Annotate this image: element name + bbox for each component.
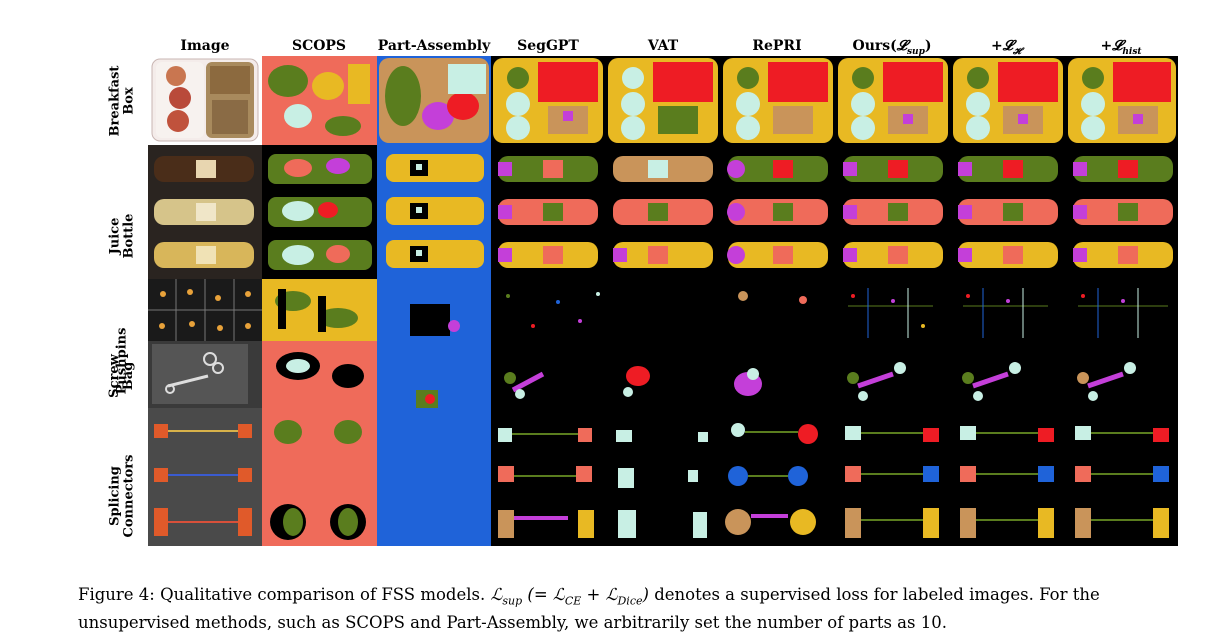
- row-label-breakfast-box: Breakfast Box: [107, 65, 137, 136]
- row-label-splicing-connectors: Splicing Connectors: [107, 454, 137, 538]
- col-header-plus-h: +𝓛𝓗: [990, 38, 1022, 57]
- plus-hist-column: [1068, 58, 1176, 538]
- col-header-vat: VAT: [647, 38, 679, 54]
- caption-line-2: unsupervised methods, such as SCOPS and …: [78, 613, 947, 633]
- col-header-image: Image: [180, 38, 230, 54]
- segmentation-grid-svg: [148, 56, 1178, 546]
- col-header-plus-hist: +𝓛hist: [1100, 38, 1142, 57]
- col-header-ours: Ours(𝓛sup): [852, 38, 932, 57]
- repri-column: [723, 58, 833, 535]
- ours-column: [838, 58, 948, 538]
- plus-h-column: [953, 58, 1063, 538]
- col-header-repri: RePRI: [752, 38, 802, 54]
- image-column: [148, 56, 262, 546]
- caption-line-1: Figure 4: Qualitative comparison of FSS …: [78, 585, 1100, 608]
- vat-column: [608, 58, 718, 538]
- part-assembly-column: [377, 56, 491, 546]
- seggpt-column: [493, 58, 603, 538]
- col-header-scops: SCOPS: [291, 38, 347, 54]
- col-header-part-assembly: Part-Assembly: [377, 38, 491, 54]
- row-labels: Breakfast Box Juice Bottle Pushpins Screw B…: [96, 56, 148, 546]
- row-label-juice-bottle: Juice Bottle: [106, 213, 136, 258]
- column-headers: Image SCOPS Part-Assembly SegGPT VAT ReP…: [148, 38, 1178, 57]
- row-label-screw-bag: Screw Bag: [107, 354, 136, 398]
- scops-column: [262, 56, 377, 546]
- figure-caption: Figure 4: Qualitative comparison of FSS …: [78, 584, 1158, 634]
- segmentation-grid: [148, 56, 1178, 546]
- col-header-seggpt: SegGPT: [517, 38, 579, 54]
